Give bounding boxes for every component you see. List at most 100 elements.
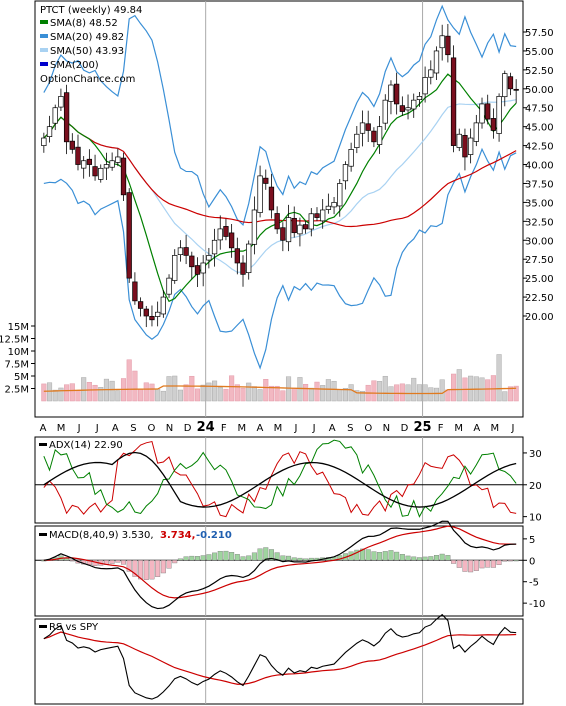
price-y-label: 45.00	[525, 123, 554, 134]
candle-body	[473, 122, 479, 142]
candle-body	[428, 69, 434, 78]
macd-histogram-bar	[132, 560, 138, 577]
candle-body	[98, 167, 104, 180]
macd-histogram-bar	[416, 557, 422, 561]
candle-body	[183, 247, 189, 256]
volume-bar	[229, 375, 235, 402]
price-panel	[34, 0, 524, 418]
volume-bar	[291, 387, 297, 402]
price-y-label: 57.50	[525, 28, 554, 39]
volume-bar	[331, 380, 337, 402]
candle-body	[46, 126, 53, 137]
macd-histogram-bar	[422, 556, 428, 561]
candle-body	[103, 164, 110, 169]
price-y-label: 30.00	[525, 236, 554, 247]
macd-title: MACD(8,40,9) 3.530,	[49, 530, 154, 541]
macd-histogram-bar	[143, 560, 149, 580]
macd-histogram-bar	[507, 560, 513, 562]
adx-title: ADX(14) 22.90	[49, 440, 123, 451]
volume-bar	[428, 387, 434, 402]
volume-bar	[160, 390, 166, 402]
x-tick-label: S	[347, 423, 353, 434]
candle-body	[274, 213, 280, 230]
macd-histogram-bar	[360, 548, 366, 561]
volume-bar	[280, 390, 286, 402]
legend-sma8: SMA(8) 48.52	[50, 18, 118, 29]
legend-sma200: SMA(200)	[50, 60, 99, 71]
candle-body	[411, 99, 417, 110]
candle-body	[485, 103, 491, 120]
volume-bar	[46, 382, 53, 402]
x-tick-label: A	[112, 423, 119, 434]
macd-histogram-bar	[439, 553, 445, 561]
macd-histogram-bar	[183, 556, 189, 561]
candle-body	[513, 88, 519, 91]
candle-body	[63, 92, 70, 143]
volume-bar	[206, 382, 212, 402]
candle-body	[268, 186, 275, 211]
macd-panel	[34, 525, 524, 617]
x-tick-label: F	[438, 423, 444, 434]
volume-bar	[234, 384, 240, 402]
x-tick-label: J	[294, 423, 298, 434]
candle-body	[263, 177, 269, 184]
volume-bar	[354, 390, 360, 402]
candle-body	[359, 122, 366, 134]
volume-bar	[189, 375, 195, 402]
macd-histogram-bar	[121, 560, 127, 565]
candle-body	[172, 255, 178, 281]
candle-body	[223, 226, 229, 237]
candle-body	[280, 227, 286, 241]
candle-body	[69, 140, 75, 150]
candle-body	[75, 146, 81, 165]
candle-body	[189, 255, 195, 268]
volume-bar	[143, 382, 149, 402]
price-y-label: 20.00	[525, 312, 554, 323]
price-y-label: 37.50	[525, 179, 554, 190]
x-tick-label: A	[40, 423, 47, 434]
candle-body	[456, 133, 462, 148]
macd-histogram-bar	[200, 555, 206, 561]
volume-bar	[468, 375, 474, 402]
macd-histogram-bar	[399, 554, 405, 561]
volume-bar	[416, 384, 422, 402]
candle-body	[155, 311, 161, 317]
candle-body	[126, 192, 132, 279]
macd-histogram-bar	[473, 560, 479, 571]
price-y-label: 42.50	[525, 142, 554, 153]
candle-body	[86, 158, 93, 165]
candle-body	[285, 217, 292, 243]
volume-bar	[115, 390, 121, 402]
price-y-label: 50.00	[525, 85, 554, 96]
macd-histogram-bar	[456, 560, 462, 568]
x-tick-label: A	[256, 423, 263, 434]
macd-line	[43, 520, 517, 610]
volume-bar	[183, 384, 189, 402]
candle-body	[200, 262, 206, 274]
x-tick-label: A	[329, 423, 336, 434]
macd-histogram-bar	[234, 554, 240, 561]
candle-body	[314, 213, 320, 218]
bollinger-lower-line	[43, 147, 517, 370]
volume-bar	[320, 385, 326, 402]
volume-bar	[285, 376, 292, 402]
legend-sma20: SMA(20) 49.82	[50, 32, 124, 43]
rs-line	[43, 613, 517, 700]
macd-histogram-bar	[172, 560, 178, 564]
candle-body	[291, 217, 297, 234]
grid-lines	[205, 1, 424, 704]
macd-histogram-bar	[166, 560, 172, 569]
volume-bar	[303, 383, 309, 402]
macd-histogram-bar	[217, 551, 223, 561]
legend-swatch-sma50	[40, 48, 48, 52]
volume-bar	[337, 389, 343, 402]
candle-body	[502, 73, 508, 98]
volume-bar	[496, 354, 502, 402]
candle-body	[177, 247, 184, 256]
macd-histogram-bar	[485, 560, 491, 568]
volume-bar	[52, 389, 58, 402]
volume-y-label: 5M	[14, 372, 29, 383]
volume-bar	[297, 377, 303, 402]
candle-body	[132, 281, 138, 302]
rs-title: RS vs SPY	[49, 622, 99, 633]
